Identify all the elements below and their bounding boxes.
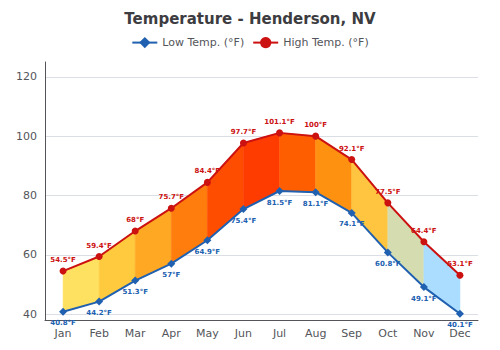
svg-text:Sep: Sep	[341, 327, 362, 340]
svg-text:40.8°F: 40.8°F	[50, 319, 76, 327]
svg-text:Feb: Feb	[89, 327, 108, 340]
svg-text:81.5°F: 81.5°F	[267, 199, 293, 207]
svg-text:Jun: Jun	[234, 327, 252, 340]
svg-text:Oct: Oct	[378, 327, 398, 340]
svg-text:High Temp. (°F): High Temp. (°F)	[283, 36, 369, 49]
svg-text:68°F: 68°F	[126, 216, 144, 224]
svg-text:40.1°F: 40.1°F	[447, 321, 473, 329]
svg-text:53.1°F: 53.1°F	[447, 260, 473, 268]
svg-text:49.1°F: 49.1°F	[411, 295, 437, 303]
svg-text:44.2°F: 44.2°F	[86, 309, 112, 317]
svg-text:60: 60	[23, 248, 37, 261]
svg-text:Temperature - Henderson, NV: Temperature - Henderson, NV	[124, 10, 376, 28]
svg-text:100: 100	[16, 130, 37, 143]
svg-text:May: May	[196, 327, 219, 340]
svg-text:Jul: Jul	[272, 327, 286, 340]
svg-text:75.4°F: 75.4°F	[231, 217, 257, 225]
svg-text:60.8°F: 60.8°F	[375, 260, 401, 268]
svg-text:81.1°F: 81.1°F	[303, 200, 329, 208]
svg-text:59.4°F: 59.4°F	[86, 242, 112, 250]
svg-text:Jan: Jan	[54, 327, 72, 340]
svg-text:120: 120	[16, 70, 37, 83]
svg-text:92.1°F: 92.1°F	[339, 145, 365, 153]
svg-text:75.7°F: 75.7°F	[159, 193, 185, 201]
svg-text:77.5°F: 77.5°F	[375, 188, 401, 196]
svg-text:97.7°F: 97.7°F	[231, 128, 257, 136]
svg-text:100°F: 100°F	[304, 121, 327, 129]
svg-text:64.9°F: 64.9°F	[195, 248, 221, 256]
svg-text:Aug: Aug	[305, 327, 326, 340]
svg-text:54.5°F: 54.5°F	[50, 256, 76, 264]
svg-text:101.1°F: 101.1°F	[264, 118, 295, 126]
svg-text:40: 40	[23, 308, 37, 321]
svg-text:Mar: Mar	[125, 327, 146, 340]
svg-text:64.4°F: 64.4°F	[411, 227, 437, 235]
svg-text:Nov: Nov	[413, 327, 435, 340]
svg-text:74.1°F: 74.1°F	[339, 220, 365, 228]
svg-text:80: 80	[23, 189, 37, 202]
svg-text:51.3°F: 51.3°F	[122, 288, 148, 296]
svg-text:84.4°F: 84.4°F	[195, 167, 221, 175]
svg-text:57°F: 57°F	[162, 271, 180, 279]
svg-text:Apr: Apr	[162, 327, 182, 340]
svg-text:Dec: Dec	[449, 327, 471, 340]
svg-text:Low Temp. (°F): Low Temp. (°F)	[162, 36, 244, 49]
